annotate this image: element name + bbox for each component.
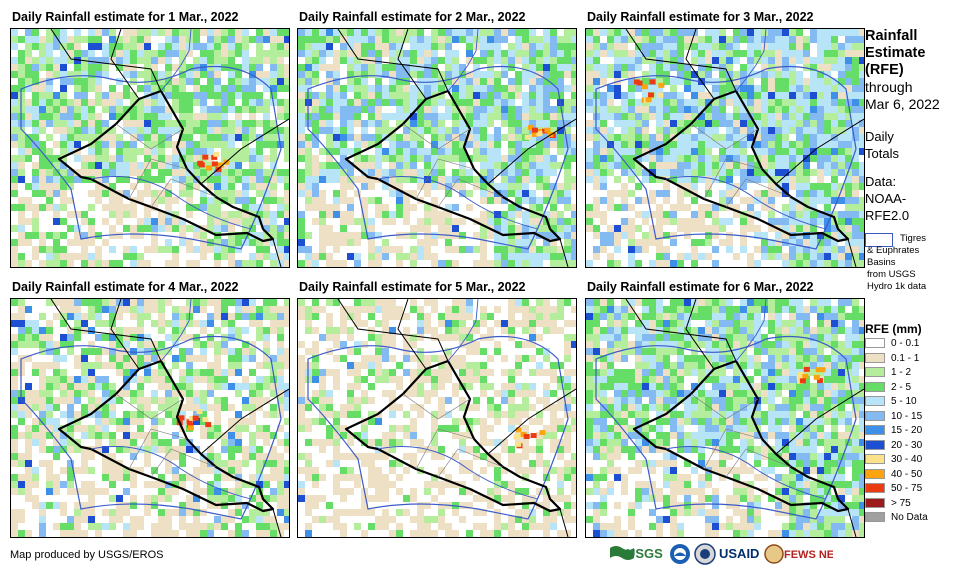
legend-item: 40 - 50 xyxy=(865,469,922,481)
rainfall-map-4 xyxy=(10,298,290,538)
legend-label: 30 - 40 xyxy=(891,454,923,465)
legend-label: No Data xyxy=(891,512,928,523)
basin-line1: Tigres xyxy=(900,233,927,244)
rainfall-map-6 xyxy=(585,298,865,538)
legend-item: 1 - 2 xyxy=(865,367,911,379)
rainfall-map-1 xyxy=(10,28,290,268)
legend-item: 0.1 - 1 xyxy=(865,353,919,365)
side-data-3: RFE2.0 xyxy=(865,208,910,223)
dhs-seal-logo xyxy=(694,543,716,565)
rainfall-map-2 xyxy=(297,28,577,268)
panel-title-6: Daily Rainfall estimate for 6 Mar., 2022 xyxy=(587,280,814,294)
panel-title-3: Daily Rainfall estimate for 3 Mar., 2022 xyxy=(587,10,814,24)
map-credit: Map produced by USGS/EROS xyxy=(10,549,164,561)
side-daily: Daily Totals xyxy=(865,128,899,162)
rainfall-map-3 xyxy=(585,28,865,268)
side-data: Data: NOAA- RFE2.0 xyxy=(865,173,909,224)
legend-swatch xyxy=(865,352,885,363)
side-daily-1: Daily xyxy=(865,129,894,144)
rainfall-map-5 xyxy=(297,298,577,538)
panel-title-2: Daily Rainfall estimate for 2 Mar., 2022 xyxy=(299,10,526,24)
legend-swatch xyxy=(865,425,885,436)
legend-swatch xyxy=(865,367,885,378)
legend-label: 40 - 50 xyxy=(891,468,923,480)
basin-line4: from USGS xyxy=(867,269,916,280)
basin-line3: Basins xyxy=(867,257,896,268)
legend-label: 0.1 - 1 xyxy=(891,352,920,364)
side-title-line1: Rainfall xyxy=(865,28,918,44)
side-data-1: Data: xyxy=(865,174,897,189)
legend-label: 15 - 20 xyxy=(891,425,923,436)
side-through: through xyxy=(865,79,913,95)
noaa-logo xyxy=(670,544,690,564)
legend-swatch xyxy=(865,381,885,392)
side-data-2: NOAA- xyxy=(865,191,907,206)
legend-title: RFE (mm) xyxy=(865,322,922,336)
panel-title-5: Daily Rainfall estimate for 5 Mar., 2022 xyxy=(299,280,526,294)
side-title-line3: (RFE) xyxy=(865,62,904,78)
legend-swatch xyxy=(865,468,885,479)
basin-key: Tigres & Euphrates Basins from USGS Hydr… xyxy=(865,233,926,293)
legend-item: > 75 xyxy=(865,498,911,510)
legend-item: 5 - 10 xyxy=(865,396,917,408)
legend-swatch xyxy=(865,338,885,349)
basin-line5: Hydro 1k data xyxy=(867,281,927,292)
legend-swatch xyxy=(865,454,885,465)
legend-label: 50 - 75 xyxy=(891,483,923,494)
legend-label: 20 - 30 xyxy=(891,439,923,451)
side-through-date: Mar 6, 2022 xyxy=(865,96,940,112)
legend-label: > 75 xyxy=(891,497,911,509)
legend-item: 10 - 15 xyxy=(865,411,922,423)
legend-item: 15 - 20 xyxy=(865,425,922,437)
legend-swatch xyxy=(865,483,885,494)
legend-item: 0 - 0.1 xyxy=(865,338,919,350)
fewsnet-logo: FEWS NET xyxy=(764,544,833,564)
agency-logos: USGS USAID FEWS NET xyxy=(610,543,833,565)
legend-item: 2 - 5 xyxy=(865,382,911,394)
legend-item: 30 - 40 xyxy=(865,454,922,466)
side-title: Rainfall Estimate (RFE) through Mar 6, 2… xyxy=(865,28,940,113)
side-title-line2: Estimate xyxy=(865,45,926,61)
legend-swatch xyxy=(865,396,885,407)
legend-label: 0 - 0.1 xyxy=(891,338,920,349)
basin-line2: & Euphrates xyxy=(867,245,920,256)
usaid-logo: USAID xyxy=(719,546,759,561)
legend-item: 20 - 30 xyxy=(865,440,922,452)
legend-label: 2 - 5 xyxy=(891,381,912,393)
legend-label: 5 - 10 xyxy=(891,396,917,407)
legend-swatch xyxy=(865,497,885,508)
legend-swatch xyxy=(865,439,885,450)
usgs-logo: USGS xyxy=(610,546,663,561)
legend-item: 50 - 75 xyxy=(865,483,922,495)
basin-outline-swatch xyxy=(865,233,893,247)
side-daily-2: Totals xyxy=(865,146,899,161)
legend-label: 1 - 2 xyxy=(891,367,912,378)
legend-label: 10 - 15 xyxy=(891,410,923,422)
legend-item: No Data xyxy=(865,512,928,524)
panel-title-4: Daily Rainfall estimate for 4 Mar., 2022 xyxy=(12,280,239,294)
legend-swatch xyxy=(865,512,885,523)
panel-title-1: Daily Rainfall estimate for 1 Mar., 2022 xyxy=(12,10,239,24)
legend-swatch xyxy=(865,410,885,421)
